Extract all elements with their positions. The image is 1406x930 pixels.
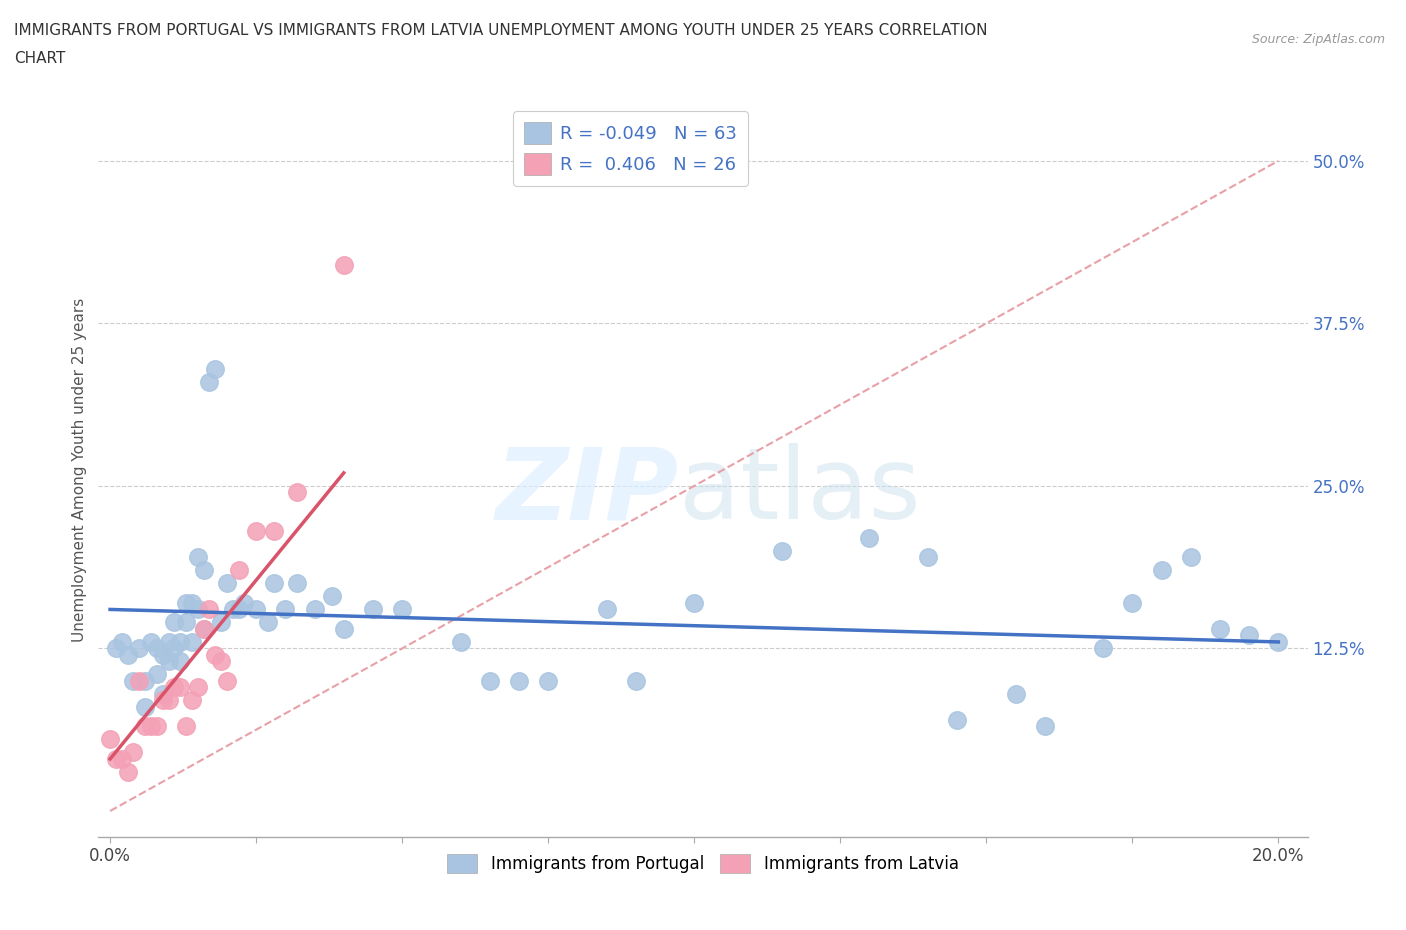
Point bbox=[274, 602, 297, 617]
Point bbox=[193, 563, 215, 578]
Point bbox=[128, 673, 150, 688]
Point bbox=[122, 673, 145, 688]
Point bbox=[209, 654, 232, 669]
Point bbox=[169, 654, 191, 669]
Point bbox=[1180, 550, 1202, 565]
Point bbox=[332, 621, 354, 636]
Legend: Immigrants from Portugal, Immigrants from Latvia: Immigrants from Portugal, Immigrants fro… bbox=[440, 847, 966, 880]
Point bbox=[104, 751, 127, 766]
Point bbox=[198, 375, 221, 390]
Point bbox=[152, 693, 174, 708]
Point bbox=[146, 641, 169, 656]
Point bbox=[1150, 563, 1173, 578]
Point bbox=[157, 634, 180, 649]
Point bbox=[1237, 628, 1260, 643]
Point bbox=[146, 719, 169, 734]
Point bbox=[169, 634, 191, 649]
Point bbox=[361, 602, 384, 617]
Point bbox=[215, 576, 238, 591]
Point bbox=[146, 667, 169, 682]
Point bbox=[134, 719, 156, 734]
Point bbox=[122, 745, 145, 760]
Point bbox=[117, 764, 139, 779]
Point bbox=[595, 602, 617, 617]
Point bbox=[169, 680, 191, 695]
Point bbox=[215, 673, 238, 688]
Point bbox=[1033, 719, 1056, 734]
Y-axis label: Unemployment Among Youth under 25 years: Unemployment Among Youth under 25 years bbox=[72, 298, 87, 642]
Point bbox=[770, 543, 793, 558]
Point bbox=[180, 693, 202, 708]
Point bbox=[134, 699, 156, 714]
Point bbox=[1121, 595, 1143, 610]
Point bbox=[209, 615, 232, 630]
Point bbox=[222, 602, 245, 617]
Point bbox=[198, 602, 221, 617]
Point bbox=[174, 595, 197, 610]
Point bbox=[157, 654, 180, 669]
Point bbox=[1004, 686, 1026, 701]
Point bbox=[204, 647, 226, 662]
Point bbox=[204, 362, 226, 377]
Point bbox=[163, 641, 186, 656]
Point bbox=[256, 615, 278, 630]
Point bbox=[228, 563, 250, 578]
Point bbox=[187, 550, 209, 565]
Point bbox=[180, 595, 202, 610]
Point bbox=[187, 602, 209, 617]
Point bbox=[391, 602, 413, 617]
Point bbox=[193, 621, 215, 636]
Point bbox=[180, 634, 202, 649]
Point bbox=[1209, 621, 1232, 636]
Point bbox=[111, 634, 134, 649]
Point bbox=[111, 751, 134, 766]
Point bbox=[134, 673, 156, 688]
Point bbox=[117, 647, 139, 662]
Point bbox=[104, 641, 127, 656]
Point bbox=[321, 589, 343, 604]
Point bbox=[228, 602, 250, 617]
Text: atlas: atlas bbox=[679, 444, 921, 540]
Point bbox=[98, 732, 121, 747]
Point bbox=[1092, 641, 1115, 656]
Point bbox=[332, 258, 354, 272]
Point bbox=[624, 673, 647, 688]
Text: CHART: CHART bbox=[14, 51, 66, 66]
Text: Source: ZipAtlas.com: Source: ZipAtlas.com bbox=[1251, 33, 1385, 46]
Point bbox=[174, 719, 197, 734]
Point bbox=[152, 647, 174, 662]
Point bbox=[304, 602, 326, 617]
Point bbox=[157, 693, 180, 708]
Point bbox=[245, 602, 267, 617]
Point bbox=[187, 680, 209, 695]
Point bbox=[858, 530, 880, 545]
Point bbox=[163, 680, 186, 695]
Point bbox=[245, 524, 267, 538]
Point bbox=[537, 673, 560, 688]
Point bbox=[1267, 634, 1289, 649]
Point bbox=[174, 615, 197, 630]
Text: IMMIGRANTS FROM PORTUGAL VS IMMIGRANTS FROM LATVIA UNEMPLOYMENT AMONG YOUTH UNDE: IMMIGRANTS FROM PORTUGAL VS IMMIGRANTS F… bbox=[14, 23, 987, 38]
Point bbox=[917, 550, 939, 565]
Point bbox=[683, 595, 706, 610]
Point bbox=[285, 576, 308, 591]
Point bbox=[946, 712, 969, 727]
Point bbox=[163, 615, 186, 630]
Point bbox=[285, 485, 308, 499]
Point bbox=[139, 719, 162, 734]
Point bbox=[478, 673, 501, 688]
Point bbox=[263, 576, 285, 591]
Point bbox=[193, 621, 215, 636]
Point bbox=[450, 634, 472, 649]
Point bbox=[233, 595, 256, 610]
Point bbox=[152, 686, 174, 701]
Point bbox=[508, 673, 530, 688]
Point bbox=[139, 634, 162, 649]
Point bbox=[128, 641, 150, 656]
Text: ZIP: ZIP bbox=[496, 444, 679, 540]
Point bbox=[263, 524, 285, 538]
